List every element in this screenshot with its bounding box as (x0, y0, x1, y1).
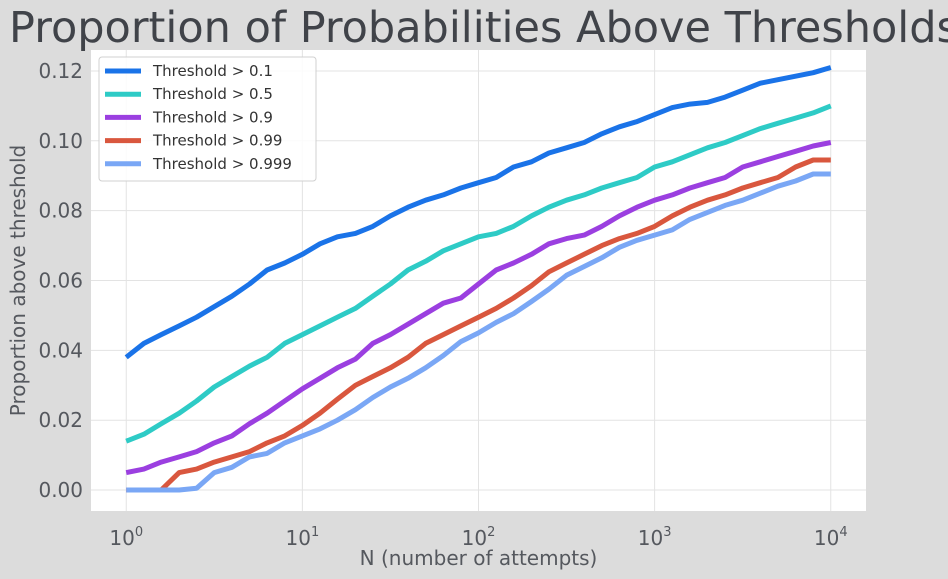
x-tick-exponent: 1 (311, 525, 319, 540)
x-tick-label: 102 (462, 525, 496, 550)
series-line-2 (125, 103, 832, 444)
grid-lines (91, 50, 866, 511)
x-axis-label: N (number of attempts) (360, 546, 598, 570)
y-tick-label: 0.10 (38, 129, 83, 153)
legend-label-5: Threshold > 0.999 (152, 155, 292, 173)
series-layer (124, 65, 832, 493)
x-tick-exponent: 3 (663, 525, 671, 540)
x-tick-base: 10 (109, 526, 134, 550)
y-tick-label: 0.08 (38, 199, 83, 223)
x-tick-exponent: 4 (839, 525, 847, 540)
series-line-3 (125, 140, 832, 476)
y-tick-label: 0.12 (38, 59, 83, 83)
y-tick-label: 0.00 (38, 478, 83, 502)
chart-title: Proportion of Probabilities Above Thresh… (9, 3, 948, 53)
x-tick-exponent: 2 (487, 525, 495, 540)
y-tick-labels: 0.00 0.02 0.04 0.06 0.08 0.10 0.12 (38, 59, 83, 502)
x-tick-label: 100 (109, 525, 143, 550)
x-tick-base: 10 (814, 526, 839, 550)
legend-label-3: Threshold > 0.9 (152, 108, 273, 126)
x-tick-base: 10 (462, 526, 487, 550)
series-line-4 (126, 157, 831, 493)
x-tick-exponent: 0 (135, 525, 143, 540)
y-tick-label: 0.06 (38, 269, 83, 293)
x-tick-base: 10 (638, 526, 663, 550)
y-tick-label: 0.02 (38, 408, 83, 432)
x-tick-label: 104 (814, 525, 848, 550)
x-tick-base: 10 (285, 526, 310, 550)
y-tick-label: 0.04 (38, 338, 83, 362)
legend: Threshold > 0.1 Threshold > 0.5 Threshold … (98, 56, 317, 182)
x-tick-label: 103 (638, 525, 672, 550)
legend-box (98, 56, 317, 182)
x-tick-label: 101 (285, 525, 319, 550)
x-tick-labels: 100 101 102 103 104 (109, 525, 847, 550)
legend-label-4: Threshold > 0.99 (152, 132, 282, 150)
series-line-5 (126, 171, 831, 493)
legend-label-2: Threshold > 0.5 (152, 85, 273, 103)
y-axis-label: Proportion above threshold (6, 145, 30, 416)
series-line-1 (124, 65, 832, 360)
legend-label-1: Threshold > 0.1 (152, 62, 273, 80)
